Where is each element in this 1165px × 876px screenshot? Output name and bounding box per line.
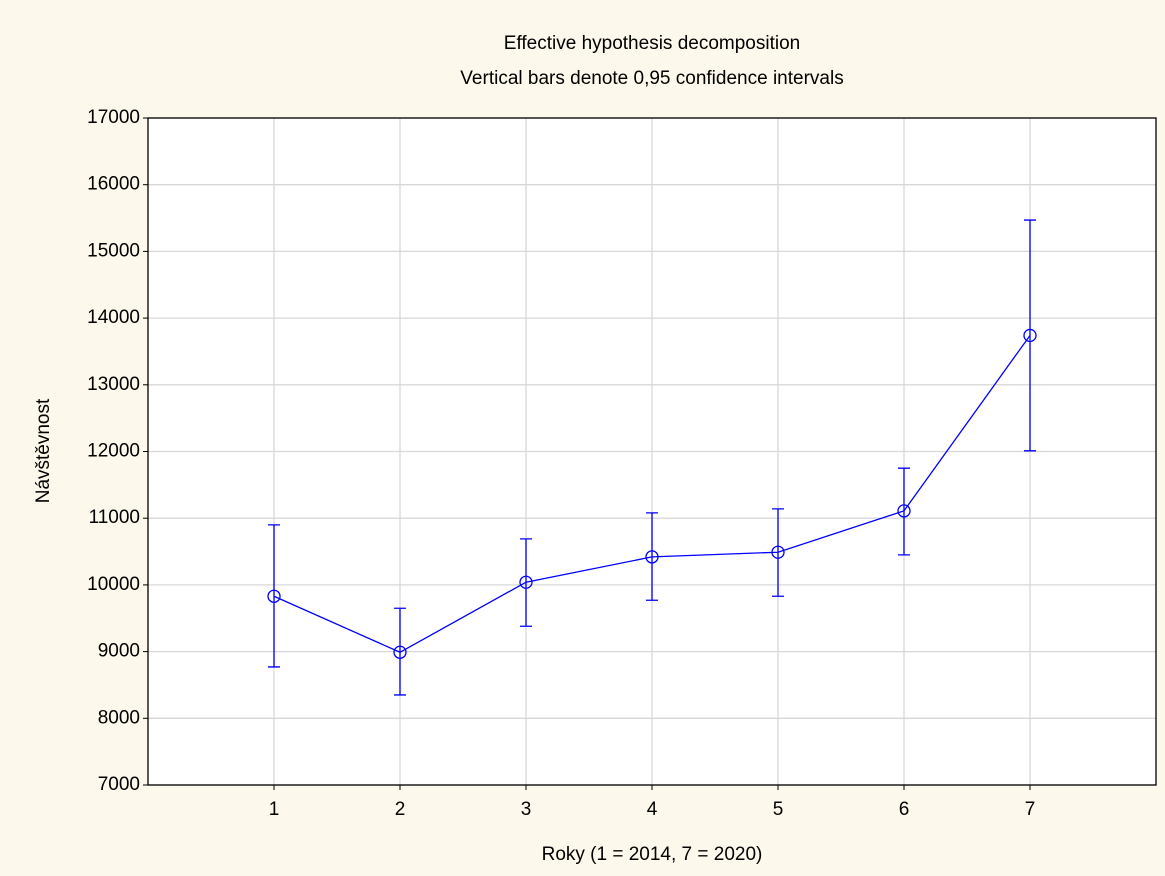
marker xyxy=(267,589,281,603)
y-tick-label: 7000 xyxy=(98,774,140,795)
y-tick-label: 13000 xyxy=(87,374,140,395)
error-bar xyxy=(772,508,784,597)
y-tick-label: 12000 xyxy=(87,441,140,462)
marker xyxy=(897,504,911,518)
plot-border xyxy=(147,117,1157,786)
x-axis-label: Roky (1 = 2014, 7 = 2020) xyxy=(542,844,763,865)
x-tick-label: 1 xyxy=(269,799,280,820)
y-tick-label: 14000 xyxy=(87,307,140,328)
error-bar xyxy=(394,607,406,696)
y-axis-label: Návštěvnost xyxy=(33,398,54,503)
y-tick-label: 16000 xyxy=(87,174,140,195)
marker xyxy=(1023,328,1037,343)
y-tick-label: 15000 xyxy=(87,240,140,261)
x-tick-label: 2 xyxy=(395,799,406,820)
marker xyxy=(519,575,533,589)
y-tick-label: 8000 xyxy=(98,707,140,728)
error-bar xyxy=(268,524,280,668)
x-tick-label: 7 xyxy=(1025,799,1036,820)
x-tick-label: 4 xyxy=(647,799,658,820)
y-tick-label: 11000 xyxy=(89,507,140,528)
marker xyxy=(393,645,407,659)
error-bar xyxy=(646,512,658,601)
x-tick-label: 5 xyxy=(773,799,784,820)
error-bar xyxy=(1024,219,1036,452)
y-tick-label: 9000 xyxy=(98,641,140,662)
marker xyxy=(645,550,659,564)
y-tick-label: 17000 xyxy=(87,107,140,128)
y-tick-label: 10000 xyxy=(87,574,140,595)
x-tick-label: 3 xyxy=(521,799,532,820)
marker xyxy=(771,545,785,559)
x-tick-label: 6 xyxy=(899,799,910,820)
chart-subtitle: Vertical bars denote 0,95 confidence int… xyxy=(460,68,843,89)
error-bar xyxy=(520,538,532,627)
error-bar xyxy=(898,467,910,556)
chart-title: Effective hypothesis decomposition xyxy=(504,33,800,54)
